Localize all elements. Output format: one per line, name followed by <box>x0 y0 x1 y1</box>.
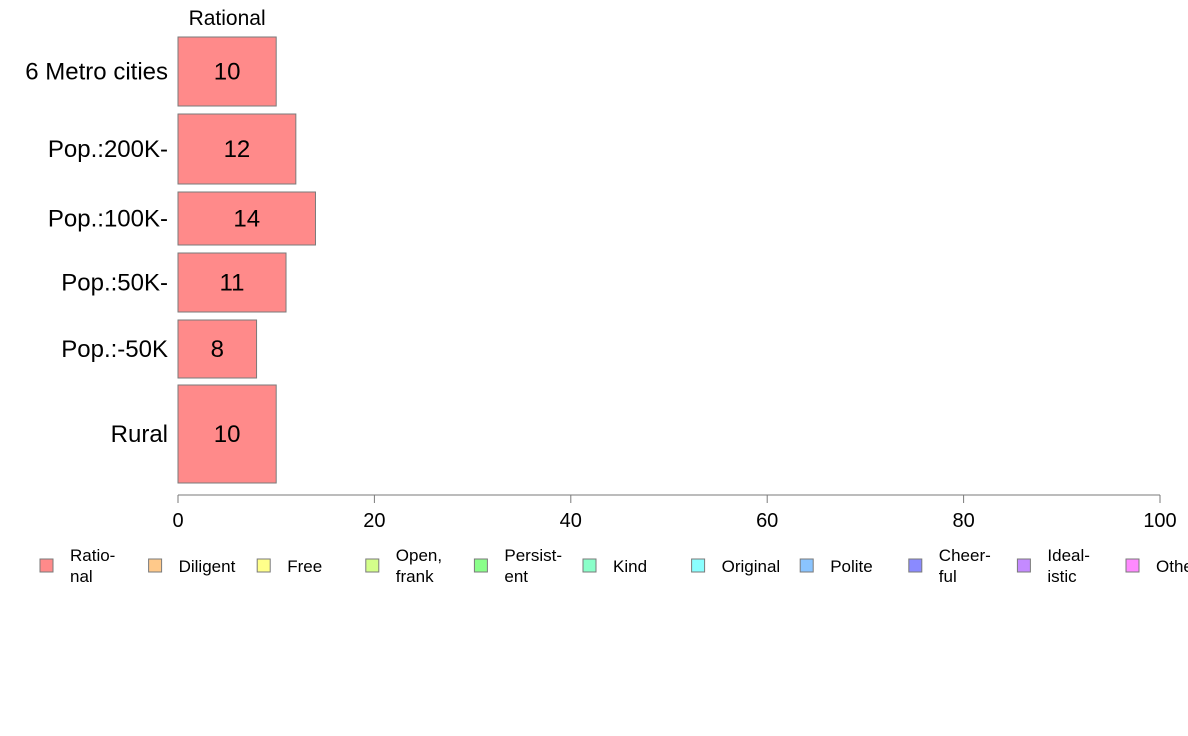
legend-label: Polite <box>830 557 873 576</box>
legend-swatch <box>691 558 706 573</box>
category-label: Pop.:200K- <box>48 136 168 163</box>
bar <box>177 36 277 107</box>
legend-label: Ideal- <box>1047 546 1090 565</box>
bar <box>177 191 316 246</box>
legend-label: Open, <box>396 546 442 565</box>
bar-value-label: 12 <box>224 136 251 163</box>
x-axis: 0 20 40 60 80 100 <box>172 494 1177 532</box>
category-label: Pop.:50K- <box>61 270 168 297</box>
legend: Ratio-nal Diligent Free Open, frank Persist-e… <box>39 546 1188 586</box>
bar <box>177 384 277 484</box>
legend-swatch <box>365 558 380 573</box>
legend-label: Ratio- <box>70 546 115 565</box>
series-top-label: Rational <box>189 7 266 30</box>
x-tick-label: 80 <box>952 510 974 532</box>
legend-label: Original <box>722 557 781 576</box>
legend-label: Other <box>1156 557 1188 576</box>
legend-swatch <box>908 558 923 573</box>
x-tick-label: 100 <box>1143 510 1176 532</box>
category-label: Pop.:100K- <box>48 206 168 233</box>
legend-label: Free <box>287 557 322 576</box>
legend-swatch <box>148 558 163 573</box>
bar <box>177 113 297 185</box>
x-tick-label: 20 <box>363 510 385 532</box>
legend-swatch <box>1016 558 1031 573</box>
legend-label: Diligent <box>179 557 236 576</box>
x-tick-label: 40 <box>560 510 582 532</box>
bar <box>177 319 258 379</box>
legend-label: nal <box>70 567 93 586</box>
category-label: Pop.:-50K <box>61 336 168 363</box>
legend-label: Kind <box>613 557 647 576</box>
bar-value-label: 14 <box>233 206 260 233</box>
legend-label: ent <box>504 567 528 586</box>
category-label: 6 Metro cities <box>25 59 168 86</box>
bar-value-label: 10 <box>214 421 241 448</box>
legend-swatch <box>582 558 597 573</box>
legend-swatch <box>1125 558 1140 573</box>
legend-label: frank <box>396 567 434 586</box>
legend-label: istic <box>1047 567 1077 586</box>
x-tick-label: 0 <box>172 510 183 532</box>
category-label: Rural <box>111 421 168 448</box>
bar-value-label: 10 <box>214 59 241 86</box>
bars-group: Rational 6 Metro cities 10 Pop.:200K- 12 Pop.… <box>25 7 316 484</box>
legend-label: Persist- <box>504 546 562 565</box>
legend-swatch <box>256 558 271 573</box>
legend-label: Cheer- <box>939 546 991 565</box>
bar <box>177 252 287 313</box>
legend-swatch <box>473 558 488 573</box>
legend-swatch <box>39 558 54 573</box>
x-tick-label: 60 <box>756 510 778 532</box>
legend-swatch <box>799 558 814 573</box>
bar-value-label: 11 <box>220 270 245 297</box>
bar-value-label: 8 <box>211 336 224 363</box>
legend-label: ful <box>939 567 957 586</box>
